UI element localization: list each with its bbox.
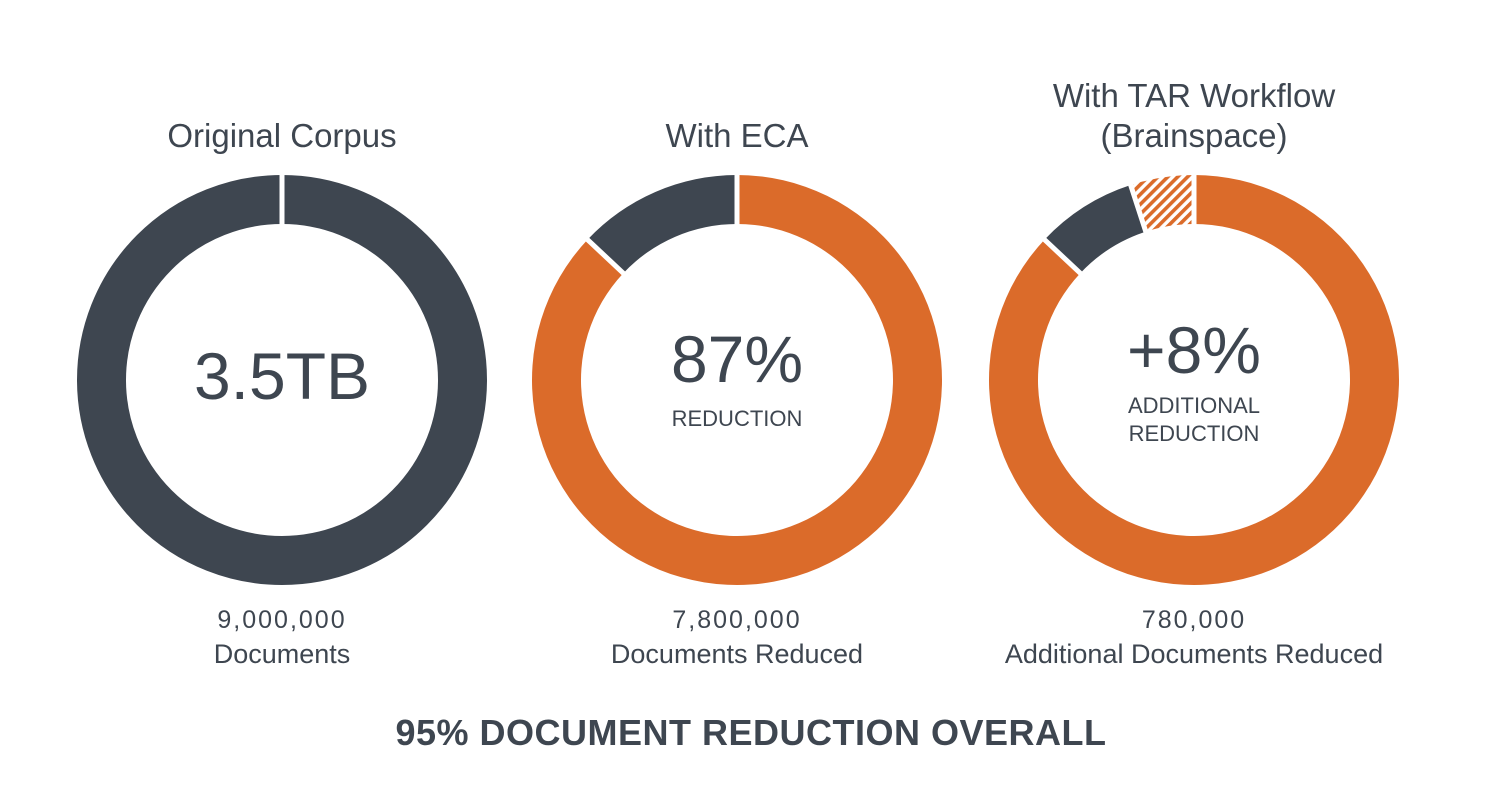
donut-slice xyxy=(1044,185,1146,274)
center-value: 3.5TB xyxy=(193,339,371,413)
donut-chart-original-corpus xyxy=(77,173,487,585)
donut-slice-hatched xyxy=(1130,175,1194,232)
slice-separator xyxy=(1127,182,1149,235)
count-caption: Documents xyxy=(213,639,351,669)
center-value: +8% xyxy=(1127,313,1261,387)
donut-panel-with-eca: With ECA 87% REDUCTION 7,800,000 Documen… xyxy=(517,0,957,700)
center-label: REDUCTION xyxy=(671,406,803,431)
count-caption: Documents Reduced xyxy=(610,639,864,669)
donut-panel-with-tar-workflow: With TAR Workflow (Brainspace) +8% ADDIT… xyxy=(974,0,1414,700)
document-count: 9,000,000 xyxy=(217,606,347,634)
chart-title: Original Corpus xyxy=(62,116,502,156)
donut-chart-with-eca xyxy=(531,173,942,585)
chart-title-line-2: (Brainspace) xyxy=(1100,117,1288,154)
chart-title: With TAR Workflow (Brainspace) xyxy=(974,76,1414,156)
chart-title-text: Original Corpus xyxy=(167,117,397,154)
document-count: 7,800,000 xyxy=(672,606,802,634)
chart-title: With ECA xyxy=(517,116,957,156)
count-caption: Additional Documents Reduced xyxy=(1004,639,1384,669)
donut-slice xyxy=(587,175,737,274)
chart-title-line-1: With TAR Workflow xyxy=(1052,77,1336,114)
document-count: 780,000 xyxy=(1141,606,1247,634)
center-label-line-1: ADDITIONAL xyxy=(1127,393,1261,418)
center-label-line-2: REDUCTION xyxy=(1128,421,1260,446)
donut-chart-with-tar-workflow xyxy=(988,173,1399,585)
slice-separator xyxy=(584,236,627,277)
chart-title-text: With ECA xyxy=(665,117,809,154)
slice-separator xyxy=(1041,236,1084,277)
donut-panel-original-corpus: Original Corpus 3.5TB 9,000,000 Document… xyxy=(62,0,502,700)
center-value: 87% xyxy=(670,322,804,396)
overall-reduction-summary: 95% DOCUMENT REDUCTION OVERALL xyxy=(395,712,1107,753)
